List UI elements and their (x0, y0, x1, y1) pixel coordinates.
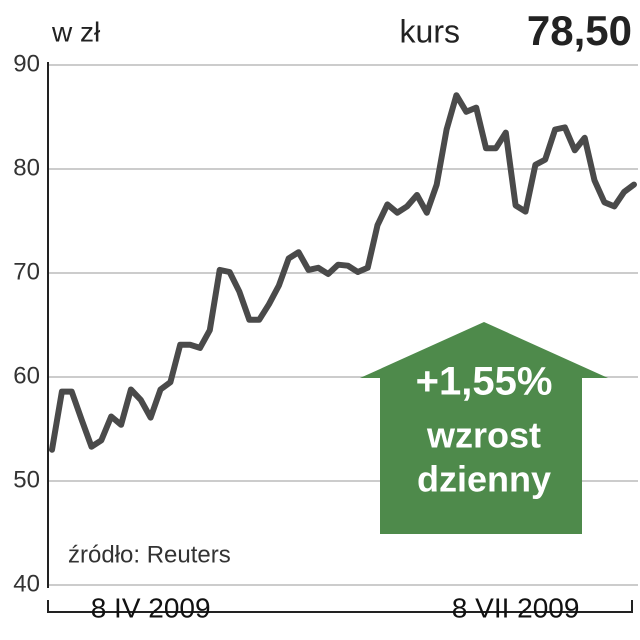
kurs-value: 78,50 (527, 7, 632, 54)
line (49, 92, 637, 453)
y-tick-label: 50 (13, 466, 40, 493)
x-tick-label: 8 IV 2009 (91, 592, 211, 623)
annotation: wzrost (426, 415, 541, 456)
x-tick-label: 8 VII 2009 (452, 592, 580, 623)
y-tick-label: 60 (13, 362, 40, 389)
grid (48, 64, 638, 586)
kurs-label: kurs (400, 13, 460, 49)
arrow (360, 322, 608, 534)
source: źródło: Reuters (68, 541, 231, 568)
y-tick-label: 80 (13, 154, 40, 181)
y-tick-label: 70 (13, 258, 40, 285)
y-tick-label: 90 (13, 50, 40, 77)
annotation: dzienny (417, 459, 551, 500)
annotation: +1,55% (416, 360, 553, 404)
x-axis (47, 600, 633, 613)
unit-label: w zł (51, 16, 101, 47)
y-tick-label: 40 (13, 570, 40, 597)
